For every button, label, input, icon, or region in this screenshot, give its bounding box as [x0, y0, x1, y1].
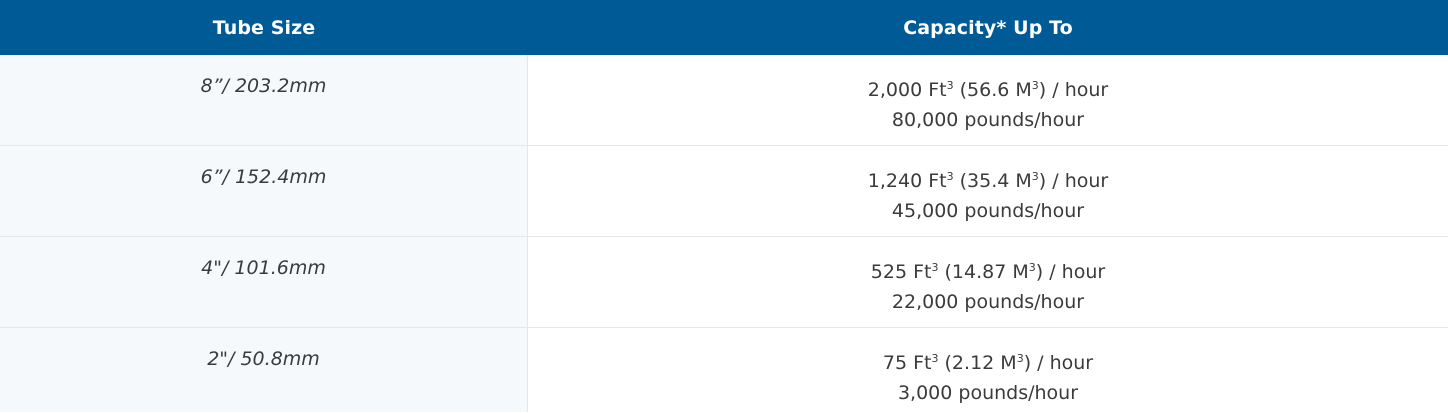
volume-unit: ) / hour [1038, 170, 1109, 192]
cubic-superscript: 3 [946, 79, 954, 92]
capacity-cell: 525 Ft3 (14.87 M3) / hour 22,000 pounds/… [528, 237, 1448, 327]
volume-m: (56.6 M [953, 79, 1032, 101]
cubic-superscript: 3 [931, 352, 939, 365]
cubic-superscript: 3 [1031, 170, 1039, 183]
volume-unit: ) / hour [1038, 79, 1109, 101]
volume-m: (35.4 M [953, 170, 1032, 192]
volume-ft: 525 Ft [870, 261, 932, 283]
tube-size-cell: 8”/ 203.2mm [0, 55, 528, 145]
volume-line: 2,000 Ft3 (56.6 M3) / hour [528, 75, 1448, 105]
volume-line: 1,240 Ft3 (35.4 M3) / hour [528, 166, 1448, 196]
table-row: 8”/ 203.2mm 2,000 Ft3 (56.6 M3) / hour 8… [0, 55, 1448, 146]
weight-line: 22,000 pounds/hour [891, 291, 1085, 313]
header-tube-size: Tube Size [212, 16, 316, 39]
volume-ft: 75 Ft [882, 352, 932, 374]
volume-unit: ) / hour [1023, 352, 1094, 374]
capacity-cell: 1,240 Ft3 (35.4 M3) / hour 45,000 pounds… [528, 146, 1448, 236]
weight-line: 3,000 pounds/hour [897, 382, 1079, 404]
cubic-superscript: 3 [931, 261, 939, 274]
capacity-cell: 2,000 Ft3 (56.6 M3) / hour 80,000 pounds… [528, 55, 1448, 145]
volume-unit: ) / hour [1035, 261, 1106, 283]
volume-line: 525 Ft3 (14.87 M3) / hour [528, 257, 1448, 287]
table-header: Tube Size Capacity* Up To [0, 0, 1448, 55]
header-capacity: Capacity* Up To [903, 16, 1073, 39]
volume-ft: 1,240 Ft [867, 170, 947, 192]
volume-line: 75 Ft3 (2.12 M3) / hour [528, 348, 1448, 378]
weight-line: 80,000 pounds/hour [891, 109, 1085, 131]
cubic-superscript: 3 [946, 170, 954, 183]
table-row: 2"/ 50.8mm 75 Ft3 (2.12 M3) / hour 3,000… [0, 328, 1448, 412]
cubic-superscript: 3 [1028, 261, 1036, 274]
volume-m: (2.12 M [938, 352, 1017, 374]
volume-m: (14.87 M [938, 261, 1029, 283]
cubic-superscript: 3 [1031, 79, 1039, 92]
cubic-superscript: 3 [1016, 352, 1024, 365]
tube-size-cell: 4"/ 101.6mm [0, 237, 528, 327]
tube-size-cell: 6”/ 152.4mm [0, 146, 528, 236]
capacity-cell: 75 Ft3 (2.12 M3) / hour 3,000 pounds/hou… [528, 328, 1448, 412]
table-row: 6”/ 152.4mm 1,240 Ft3 (35.4 M3) / hour 4… [0, 146, 1448, 237]
volume-ft: 2,000 Ft [867, 79, 947, 101]
weight-line: 45,000 pounds/hour [891, 200, 1085, 222]
table-row: 4"/ 101.6mm 525 Ft3 (14.87 M3) / hour 22… [0, 237, 1448, 328]
tube-size-cell: 2"/ 50.8mm [0, 328, 528, 412]
